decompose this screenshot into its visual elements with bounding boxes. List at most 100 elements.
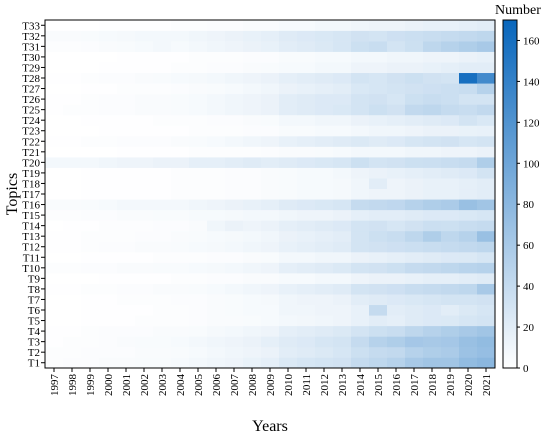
- heatmap-cell: [189, 294, 208, 306]
- y-tick-label: T12: [22, 242, 40, 254]
- heatmap-cell: [477, 199, 496, 211]
- y-tick-label: T21: [22, 147, 40, 159]
- heatmap-cell: [45, 62, 64, 74]
- heatmap-cell: [369, 136, 388, 147]
- heatmap-cell: [441, 241, 460, 253]
- heatmap-cell: [333, 346, 352, 358]
- heatmap-cell: [315, 51, 334, 63]
- heatmap-cell: [189, 346, 208, 358]
- heatmap-cell: [63, 83, 82, 95]
- heatmap-cell: [207, 178, 226, 190]
- heatmap-cell: [333, 230, 352, 242]
- heatmap-cell: [261, 72, 280, 84]
- heatmap-cell: [171, 20, 190, 31]
- heatmap-cell: [441, 104, 460, 116]
- heatmap-cell: [477, 146, 496, 158]
- y-tick-label: T19: [22, 168, 40, 180]
- heatmap-cell: [117, 178, 136, 190]
- heatmap-cell: [279, 72, 298, 84]
- colorbar-tick-label: 160: [523, 35, 540, 47]
- heatmap-cell: [423, 72, 442, 84]
- heatmap-cell: [243, 72, 262, 84]
- heatmap-cell: [189, 283, 208, 295]
- heatmap-cell: [459, 294, 478, 306]
- heatmap-cell: [297, 125, 316, 137]
- heatmap-cell: [405, 315, 424, 327]
- heatmap-cell: [81, 146, 100, 158]
- heatmap-cell: [351, 220, 370, 232]
- heatmap-cell: [45, 178, 64, 190]
- heatmap-cell: [279, 273, 298, 284]
- x-tick-label: 2014: [355, 374, 367, 397]
- heatmap-cell: [315, 357, 334, 369]
- heatmap-cell: [333, 178, 352, 190]
- heatmap-cell: [171, 262, 190, 274]
- heatmap-cell: [333, 83, 352, 95]
- heatmap-cell: [441, 273, 460, 284]
- heatmap-cell: [333, 336, 352, 348]
- heatmap-cell: [351, 51, 370, 63]
- heatmap-cell: [315, 283, 334, 295]
- heatmap-cell: [297, 273, 316, 284]
- heatmap-cell: [171, 336, 190, 348]
- heatmap-cell: [423, 336, 442, 348]
- heatmap-cell: [297, 104, 316, 116]
- heatmap-cell: [441, 230, 460, 242]
- heatmap-cell: [207, 157, 226, 168]
- heatmap-cell: [405, 262, 424, 274]
- heatmap-cell: [261, 336, 280, 348]
- heatmap-cell: [477, 346, 496, 358]
- heatmap-cell: [45, 188, 64, 200]
- heatmap-cell: [81, 83, 100, 95]
- x-tick-label: 2001: [121, 374, 133, 396]
- heatmap-cell: [153, 41, 172, 52]
- heatmap-cell: [297, 41, 316, 52]
- heatmap-cell: [369, 346, 388, 358]
- heatmap-cell: [171, 199, 190, 211]
- heatmap-cell: [477, 252, 496, 263]
- heatmap-cell: [423, 114, 442, 126]
- heatmap-cell: [459, 230, 478, 242]
- heatmap-cell: [135, 157, 154, 168]
- heatmap-cell: [279, 252, 298, 263]
- heatmap-cell: [279, 336, 298, 348]
- heatmap-cell: [45, 20, 64, 31]
- heatmap-cell: [477, 125, 496, 137]
- y-tick-label: T9: [28, 273, 41, 285]
- heatmap-cell: [441, 125, 460, 137]
- heatmap-cell: [171, 41, 190, 52]
- heatmap-cell: [459, 304, 478, 316]
- heatmap-cell: [135, 325, 154, 337]
- heatmap-cell: [189, 114, 208, 126]
- heatmap-cell: [387, 62, 406, 74]
- heatmap-cell: [171, 62, 190, 74]
- heatmap-cell: [45, 325, 64, 337]
- heatmap-cell: [351, 357, 370, 369]
- colorbar-tick-label: 80: [523, 199, 535, 211]
- heatmap-cell: [315, 262, 334, 274]
- heatmap-cell: [459, 199, 478, 211]
- heatmap-cell: [477, 83, 496, 95]
- heatmap-cell: [423, 357, 442, 369]
- heatmap-cell: [171, 220, 190, 232]
- heatmap-cell: [279, 178, 298, 190]
- heatmap-cell: [297, 93, 316, 105]
- heatmap-cell: [99, 283, 118, 295]
- heatmap-cell: [243, 283, 262, 295]
- heatmap-cell: [171, 83, 190, 95]
- heatmap-cell: [225, 357, 244, 369]
- heatmap-cell: [207, 273, 226, 284]
- heatmap-cell: [423, 199, 442, 211]
- heatmap-cell: [99, 304, 118, 316]
- heatmap-cell: [189, 209, 208, 221]
- heatmap-cell: [153, 30, 172, 42]
- heatmap-cell: [45, 199, 64, 211]
- heatmap-cell: [45, 30, 64, 42]
- heatmap-cell: [171, 241, 190, 253]
- heatmap-cell: [405, 83, 424, 95]
- heatmap-cell: [387, 83, 406, 95]
- heatmap-cell: [153, 252, 172, 263]
- heatmap-cell: [225, 51, 244, 63]
- heatmap-cell: [225, 315, 244, 327]
